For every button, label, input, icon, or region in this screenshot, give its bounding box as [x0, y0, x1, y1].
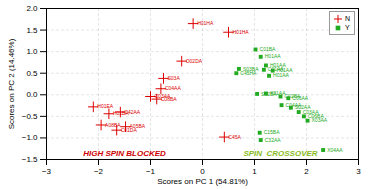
svg-text:0.0: 0.0 [26, 90, 38, 99]
svg-text:2: 2 [304, 167, 309, 176]
svg-text:C42AA: C42AA [124, 109, 141, 115]
svg-text:−2: −2 [94, 167, 104, 176]
svg-text:2.0: 2.0 [26, 4, 38, 13]
svg-text:C06AA: C06AA [292, 95, 309, 101]
svg-text:1: 1 [252, 167, 257, 176]
svg-text:Scores on PC 2 (14.46%): Scores on PC 2 (14.46%) [7, 38, 16, 129]
svg-text:C08BA: C08BA [161, 96, 178, 102]
svg-text:C45HA: C45HA [240, 70, 257, 76]
svg-text:H01HA: H01HA [233, 29, 250, 35]
svg-text:−0.5: −0.5 [22, 112, 38, 121]
svg-text:A08BA: A08BA [105, 122, 121, 128]
svg-text:−1.0: −1.0 [22, 133, 38, 142]
svg-text:1.0: 1.0 [26, 47, 38, 56]
svg-text:0: 0 [200, 167, 205, 176]
svg-text:0.5: 0.5 [26, 69, 38, 78]
svg-text:1.5: 1.5 [26, 26, 38, 35]
svg-text:H01AA: H01AA [273, 72, 290, 78]
svg-text:X03AA: X03AA [312, 117, 328, 123]
svg-text:C45A: C45A [228, 134, 241, 140]
svg-text:O02DA: O02DA [186, 58, 203, 64]
svg-text:H01HA: H01HA [197, 20, 214, 26]
svg-text:C01DA: C01DA [121, 127, 138, 133]
svg-text:−1: −1 [146, 167, 156, 176]
svg-text:3: 3 [356, 167, 361, 176]
svg-text:X04AA: X04AA [327, 147, 343, 153]
svg-text:H01AA: H01AA [265, 53, 282, 59]
svg-text:C04AA: C04AA [165, 85, 182, 91]
svg-text:H01EA: H01EA [97, 103, 114, 109]
svg-text:−1.5: −1.5 [22, 155, 38, 164]
svg-text:C32AA: C32AA [265, 137, 282, 143]
svg-text:Scores on PC 1 (54.81%): Scores on PC 1 (54.81%) [157, 177, 248, 186]
svg-text:SPIN CROSSOVER: SPIN CROSSOVER [243, 149, 317, 158]
svg-text:HIGH SPIN BLOCKED: HIGH SPIN BLOCKED [83, 149, 166, 158]
svg-text:C15BA: C15BA [264, 129, 281, 135]
svg-text:C01BA: C01BA [260, 46, 277, 52]
svg-text:−3: −3 [42, 167, 52, 176]
svg-text:S03A: S03A [168, 75, 181, 81]
